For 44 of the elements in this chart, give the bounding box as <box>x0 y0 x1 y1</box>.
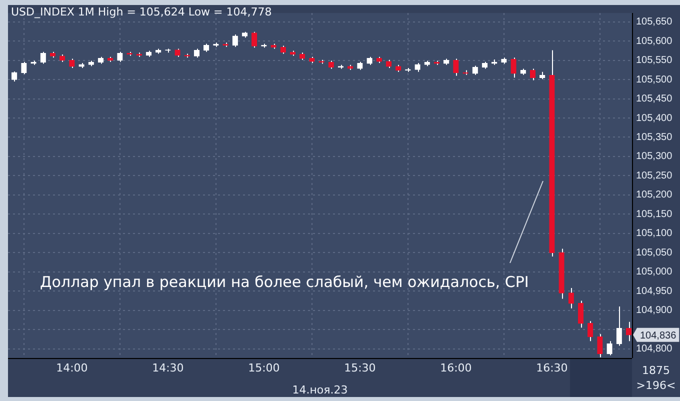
x-tick-label: 16:00 <box>440 361 472 374</box>
candlestick <box>510 57 516 78</box>
chart-title: USD_INDEX 1M High = 105,624 Low = 104,778 <box>11 5 272 18</box>
y-tick-label: 105,100 <box>636 228 673 240</box>
text: 104,836 <box>640 330 677 342</box>
x-tick-label: 14:30 <box>152 361 184 374</box>
annotation: Доллар упал в реакции на более слабый, чем ожидалось, CPI <box>40 272 529 291</box>
y-tick-label: 105,250 <box>636 170 673 182</box>
y-tick-label: 105,150 <box>636 208 673 220</box>
candlestick <box>616 306 622 346</box>
text: >196< <box>636 378 676 392</box>
candlestick <box>597 334 603 358</box>
candlestick <box>606 340 612 356</box>
x-tick-label: 14:00 <box>56 361 88 374</box>
candlestick <box>626 321 632 342</box>
candlestick <box>453 58 459 76</box>
x-tick-label: 15:00 <box>248 361 280 374</box>
y-tick-label: 104,900 <box>636 305 673 316</box>
candlestick <box>578 300 584 328</box>
y-tick-label: 105,600 <box>636 36 673 47</box>
candlestick <box>69 58 75 68</box>
y-tick-label: 105,350 <box>636 132 673 143</box>
y-tick-label: 105,300 <box>636 151 673 162</box>
y-tick-label: 105,650 <box>636 16 673 28</box>
candlestick <box>588 320 594 342</box>
candlestick <box>40 51 46 64</box>
candlestick <box>232 34 238 48</box>
x-tick-label: 16:30 <box>536 361 568 374</box>
y-tick-label: 105,050 <box>636 247 673 258</box>
text: 1875 <box>642 364 670 377</box>
y-tick-label: 105,400 <box>636 112 673 124</box>
candlestick <box>252 31 258 48</box>
x-axis-title: 14.ноя.23 <box>292 383 348 396</box>
y-tick-label: 105,550 <box>636 55 673 66</box>
candlestick <box>472 65 478 76</box>
y-tick-label: 104,950 <box>636 286 673 297</box>
candlestick <box>568 288 574 309</box>
y-tick-label: 105,500 <box>636 74 673 86</box>
y-tick-label: 105,450 <box>636 94 673 105</box>
y-tick-label: 105,200 <box>636 190 673 201</box>
y-tick-label: 105,000 <box>636 266 673 278</box>
candlestick <box>21 61 27 75</box>
y-tick-label: 104,800 <box>636 344 673 355</box>
x-tick-label: 15:30 <box>344 361 376 374</box>
